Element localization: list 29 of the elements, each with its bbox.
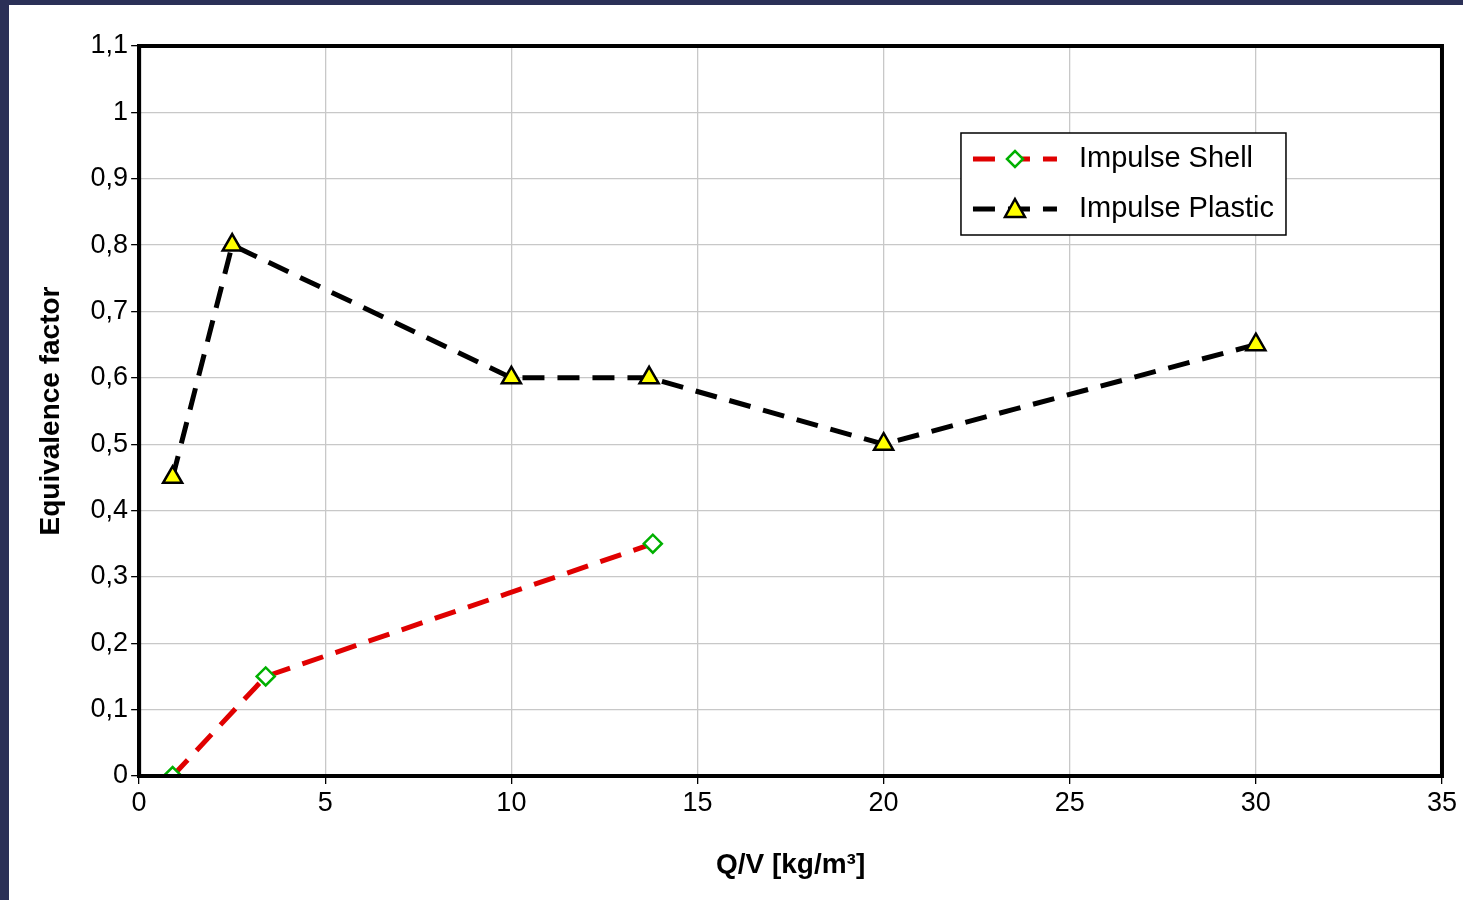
legend-label: Impulse Shell bbox=[1078, 141, 1254, 173]
x-tick-label: 30 bbox=[1240, 786, 1271, 817]
point bbox=[638, 365, 660, 385]
y-tick-label: 1 bbox=[113, 95, 129, 126]
y-tick-label: 0,9 bbox=[90, 162, 129, 193]
y-tick-label: 0,8 bbox=[90, 228, 129, 259]
point bbox=[872, 431, 895, 451]
x-axis-title: Q/V [kg/m³] bbox=[715, 847, 866, 879]
y-tick-label: 0,4 bbox=[90, 494, 129, 524]
x-tick-label: 15 bbox=[682, 786, 713, 817]
y-tick-label: 0,3 bbox=[90, 560, 129, 591]
point bbox=[1245, 332, 1267, 352]
legend-label: Impulse Plastic bbox=[1078, 191, 1274, 223]
point bbox=[500, 365, 523, 385]
y-tick-label: 0,6 bbox=[90, 361, 129, 392]
point bbox=[221, 232, 243, 252]
y-tick-label: 0 bbox=[113, 759, 129, 790]
y-tick-label: 0,5 bbox=[90, 427, 129, 458]
x-tick-label: 25 bbox=[1054, 786, 1085, 817]
y-tick-label: 0,1 bbox=[90, 693, 129, 724]
x-tick-label: 20 bbox=[868, 786, 899, 817]
x-tick-label: 10 bbox=[496, 786, 527, 817]
y-axis-title: Equivalence factor bbox=[33, 286, 65, 536]
y-tick-label: 0,7 bbox=[90, 294, 129, 325]
y-tick-label: 0,2 bbox=[90, 626, 129, 657]
x-tick-label: 35 bbox=[1426, 786, 1458, 817]
x-tick-label: 5 bbox=[317, 786, 333, 817]
point bbox=[161, 465, 184, 485]
y-tick-label: 1,1 bbox=[90, 29, 129, 60]
